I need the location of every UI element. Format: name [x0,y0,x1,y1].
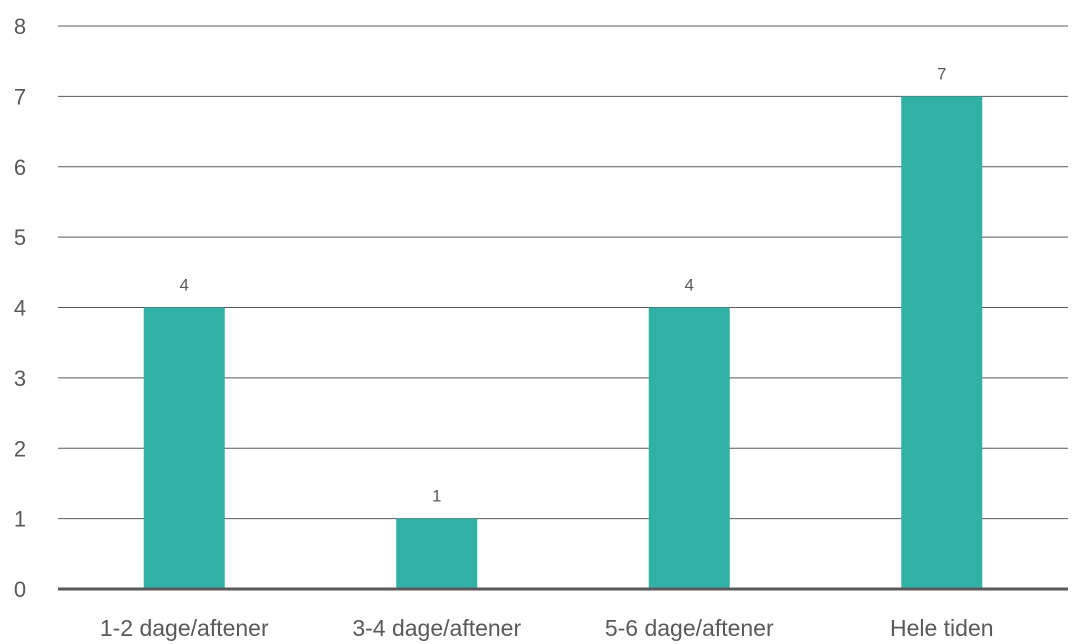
y-tick-label: 0 [14,577,26,602]
y-axis: 0 1 2 3 4 5 6 7 8 [14,14,26,602]
y-tick-label: 1 [14,507,26,532]
bars [143,96,983,589]
bar [901,96,983,589]
bar [143,307,225,589]
x-tick-label: 3-4 dage/aftener [352,615,521,641]
y-tick-label: 4 [14,296,26,321]
y-tick-label: 5 [14,225,26,250]
x-axis: 1-2 dage/aftener 3-4 dage/aftener 5-6 dage… [58,587,1068,641]
y-tick-label: 2 [14,436,26,461]
y-tick-label: 7 [14,84,26,109]
gridlines [58,25,1068,520]
y-tick-label: 8 [14,14,26,39]
bar [648,307,730,589]
data-label: 4 [180,276,189,295]
data-label: 7 [937,64,946,83]
data-label: 1 [432,487,441,506]
x-tick-label: 1-2 dage/aftener [100,615,269,641]
x-tick-label: 5-6 dage/aftener [605,615,774,641]
data-label: 4 [685,276,694,295]
y-tick-label: 3 [14,366,26,391]
x-tick-label: Hele tiden [890,615,994,641]
data-labels: 4 1 4 7 [180,64,947,505]
bar [396,518,478,589]
y-tick-label: 6 [14,155,26,180]
